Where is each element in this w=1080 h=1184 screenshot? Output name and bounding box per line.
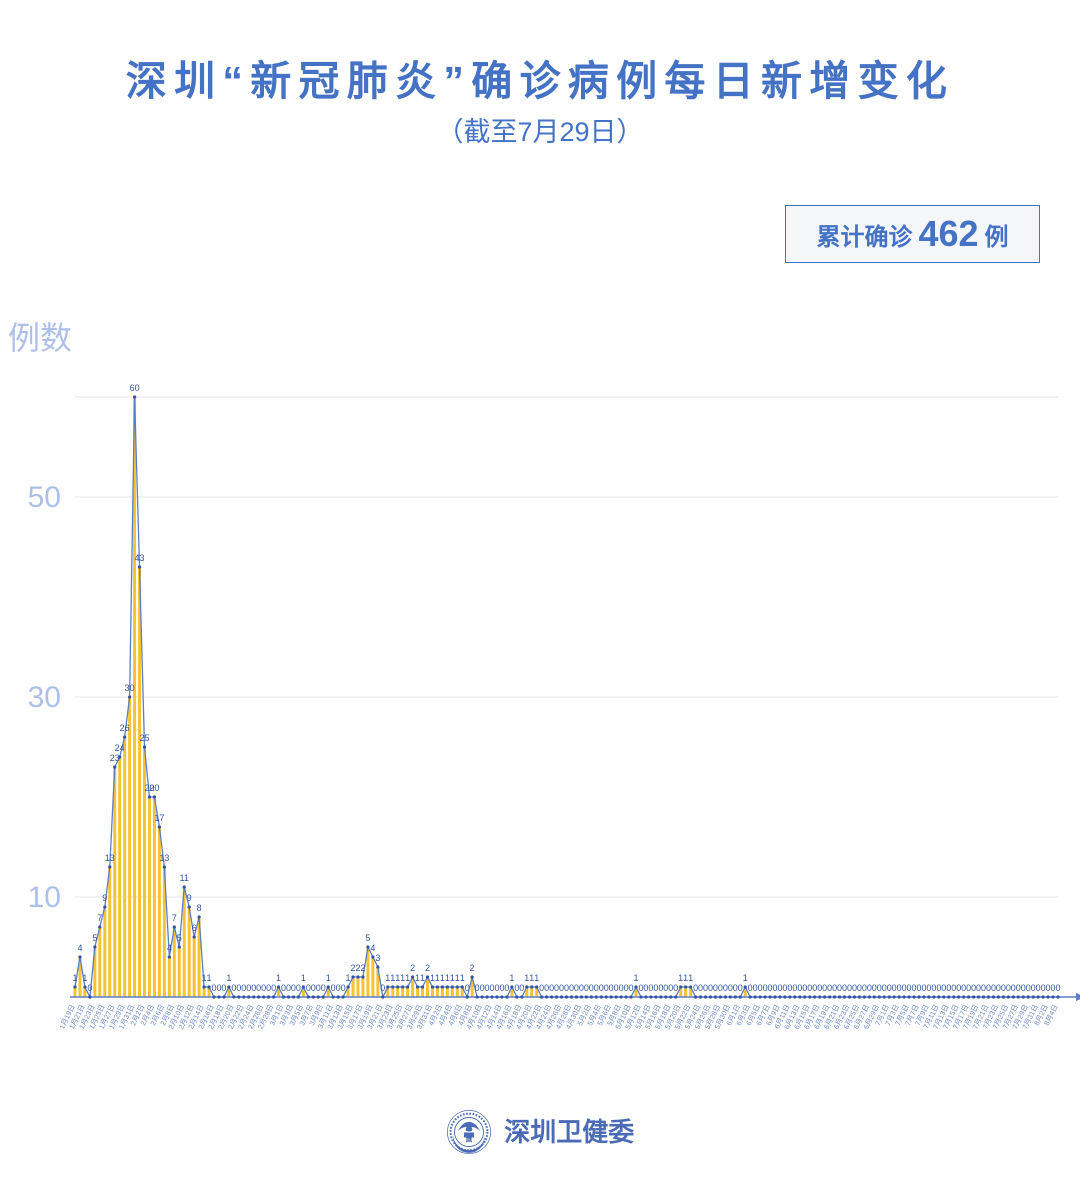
svg-text:2: 2 bbox=[360, 963, 365, 973]
svg-text:2: 2 bbox=[470, 963, 475, 973]
svg-text:0: 0 bbox=[87, 983, 92, 993]
svg-text:1: 1 bbox=[743, 973, 748, 983]
svg-text:2: 2 bbox=[425, 963, 430, 973]
svg-text:20: 20 bbox=[149, 783, 159, 793]
svg-text:1: 1 bbox=[226, 973, 231, 983]
svg-text:7: 7 bbox=[97, 913, 102, 923]
svg-text:1: 1 bbox=[420, 973, 425, 983]
svg-text:2: 2 bbox=[410, 963, 415, 973]
svg-text:26: 26 bbox=[120, 723, 130, 733]
svg-text:0: 0 bbox=[629, 983, 634, 993]
svg-text:0: 0 bbox=[1055, 983, 1060, 993]
svg-text:0: 0 bbox=[738, 983, 743, 993]
svg-text:3: 3 bbox=[375, 953, 380, 963]
svg-text:10: 10 bbox=[28, 881, 61, 914]
svg-text:1: 1 bbox=[276, 973, 281, 983]
svg-text:50: 50 bbox=[28, 481, 61, 514]
svg-text:7: 7 bbox=[172, 913, 177, 923]
svg-text:13: 13 bbox=[105, 853, 115, 863]
svg-text:0: 0 bbox=[221, 983, 226, 993]
svg-text:0: 0 bbox=[504, 983, 509, 993]
svg-text:43: 43 bbox=[135, 553, 145, 563]
svg-text:11: 11 bbox=[180, 873, 189, 883]
svg-text:1: 1 bbox=[301, 973, 306, 983]
svg-text:24: 24 bbox=[115, 743, 125, 753]
svg-text:1: 1 bbox=[634, 973, 639, 983]
svg-text:0: 0 bbox=[341, 983, 346, 993]
svg-text:23: 23 bbox=[110, 753, 120, 763]
svg-text:30: 30 bbox=[28, 681, 61, 714]
svg-text:1: 1 bbox=[326, 973, 331, 983]
svg-text:1: 1 bbox=[688, 973, 693, 983]
svg-text:30: 30 bbox=[125, 683, 135, 693]
svg-text:1: 1 bbox=[346, 973, 351, 983]
svg-text:0: 0 bbox=[673, 983, 678, 993]
svg-text:60: 60 bbox=[130, 383, 140, 393]
svg-text:0: 0 bbox=[519, 983, 524, 993]
svg-text:1: 1 bbox=[405, 973, 410, 983]
svg-text:9: 9 bbox=[102, 893, 107, 903]
svg-text:1: 1 bbox=[509, 973, 514, 983]
svg-text:4: 4 bbox=[370, 943, 375, 953]
svg-text:4: 4 bbox=[167, 943, 172, 953]
svg-text:17: 17 bbox=[154, 813, 164, 823]
svg-text:6: 6 bbox=[192, 923, 197, 933]
svg-text:1: 1 bbox=[534, 973, 539, 983]
svg-text:9: 9 bbox=[187, 893, 192, 903]
svg-text:0: 0 bbox=[296, 983, 301, 993]
svg-text:0: 0 bbox=[380, 983, 385, 993]
svg-text:SZWJW: SZWJW bbox=[463, 1138, 475, 1142]
svg-text:0: 0 bbox=[321, 983, 326, 993]
svg-text:13: 13 bbox=[159, 853, 169, 863]
svg-text:5: 5 bbox=[365, 933, 370, 943]
svg-text:1: 1 bbox=[72, 973, 77, 983]
svg-text:0: 0 bbox=[465, 983, 470, 993]
svg-text:5: 5 bbox=[92, 933, 97, 943]
svg-text:5: 5 bbox=[177, 933, 182, 943]
svg-text:1: 1 bbox=[82, 973, 87, 983]
svg-text:0: 0 bbox=[271, 983, 276, 993]
svg-text:1: 1 bbox=[207, 973, 212, 983]
svg-text:1: 1 bbox=[460, 973, 465, 983]
svg-text:4: 4 bbox=[77, 943, 82, 953]
svg-text:25: 25 bbox=[140, 733, 150, 743]
svg-text:8: 8 bbox=[197, 903, 202, 913]
